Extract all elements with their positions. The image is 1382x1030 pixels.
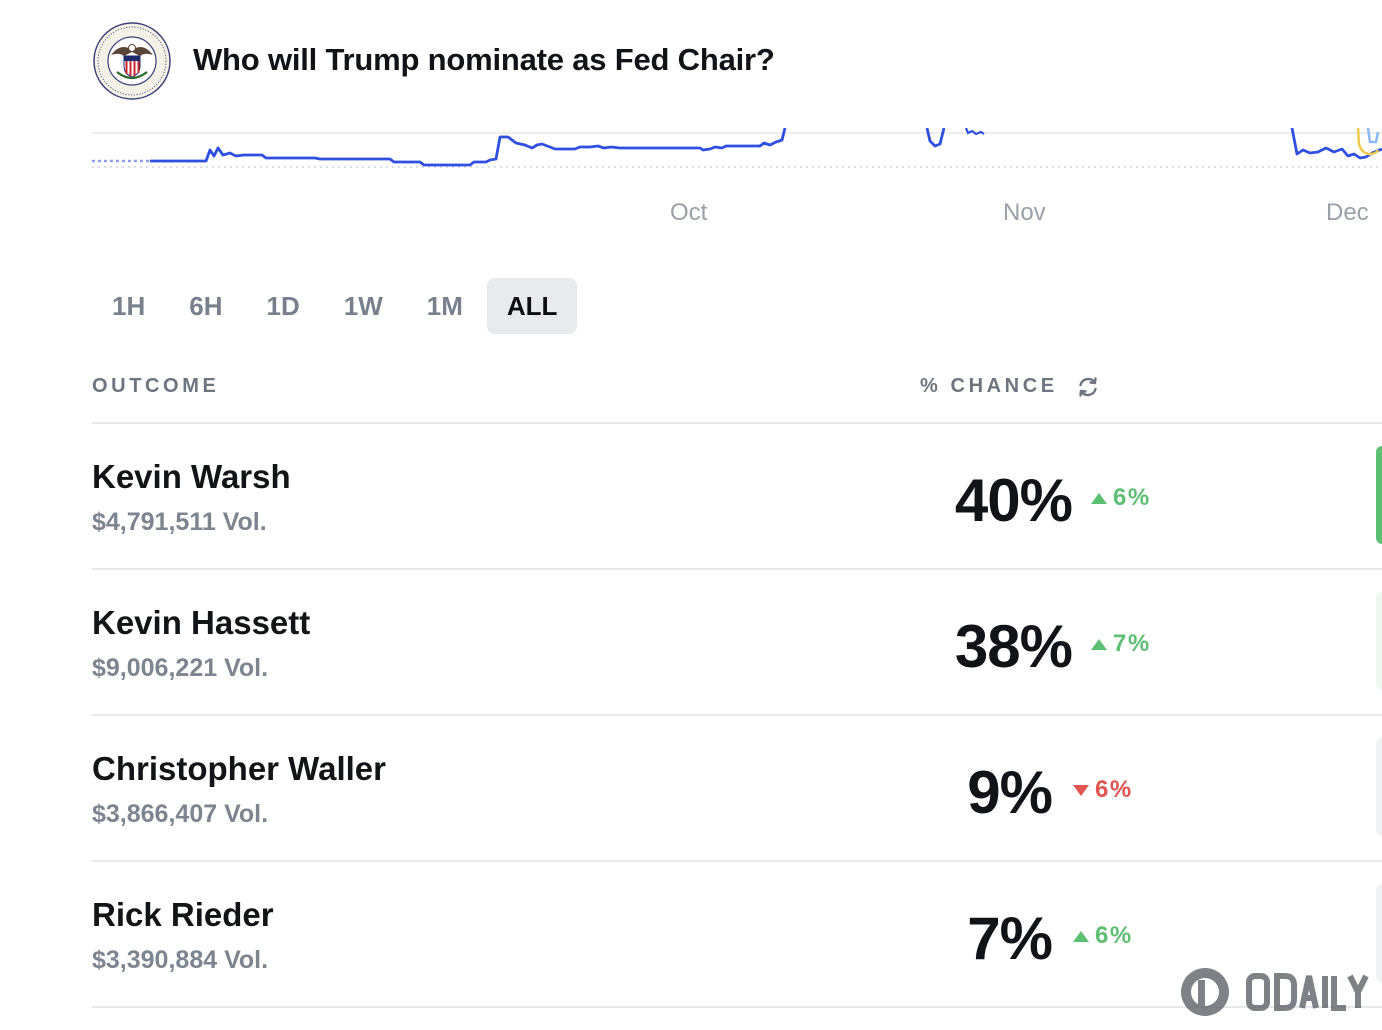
market-header: Who will Trump nominate as Fed Chair? xyxy=(0,0,1382,128)
outcome-chance: 9% xyxy=(967,759,1053,826)
page-title: Who will Trump nominate as Fed Chair? xyxy=(193,42,775,77)
outcome-chance: 38% xyxy=(954,613,1073,680)
chance-change: 6% xyxy=(1073,776,1133,804)
x-tick-nov: Nov xyxy=(1003,199,1046,226)
outcome-chance: 40% xyxy=(954,467,1073,534)
outcome-row-rick-rieder[interactable]: Rick Rieder $3,390,884 Vol. 7% 6% xyxy=(92,862,1382,1006)
table-divider xyxy=(92,422,1382,424)
range-button-1m[interactable]: 1M xyxy=(426,290,463,321)
x-tick-oct: Oct xyxy=(670,199,708,226)
outcome-row-kevin-hassett[interactable]: Kevin Hassett $9,006,221 Vol. 38% 7% xyxy=(92,570,1382,714)
outcome-volume: $3,866,407 Vol. xyxy=(92,800,269,828)
outcome-volume: $9,006,221 Vol. xyxy=(92,654,269,682)
outcome-row-christopher-waller[interactable]: Christopher Waller $3,866,407 Vol. 9% 6% xyxy=(92,716,1382,860)
outcome-accent-bar xyxy=(1376,592,1382,690)
chance-change: 6% xyxy=(1073,922,1133,950)
federal-reserve-seal-icon xyxy=(93,22,171,100)
outcome-name: Kevin Hassett xyxy=(92,604,311,641)
chance-change-value: 6% xyxy=(1113,484,1151,511)
outcome-row-kevin-warsh[interactable]: Kevin Warsh $4,791,511 Vol. 40% 6% xyxy=(92,424,1382,568)
table-divider xyxy=(92,860,1382,862)
chance-change: 6% xyxy=(1091,484,1151,512)
odaily-watermark xyxy=(1178,962,1374,1022)
chance-column-header: % CHANCE xyxy=(920,375,1058,397)
arrow-up-icon xyxy=(1091,638,1107,650)
series-line-nov-2 xyxy=(964,128,985,136)
x-tick-dec: Dec xyxy=(1326,199,1369,226)
outcome-accent-bar xyxy=(1376,446,1382,544)
series-line-dec xyxy=(1290,128,1382,160)
chart-canvas xyxy=(92,128,1382,168)
range-button-1d[interactable]: 1D xyxy=(266,290,300,321)
chance-change-value: 7% xyxy=(1113,630,1151,657)
range-button-6h[interactable]: 6H xyxy=(189,290,223,321)
chance-change-value: 6% xyxy=(1095,776,1133,803)
series-line-yellow xyxy=(1356,128,1380,156)
outcome-accent-bar xyxy=(1376,738,1382,836)
outcome-volume: $3,390,884 Vol. xyxy=(92,946,269,974)
arrow-down-icon xyxy=(1073,784,1089,796)
outcome-name: Kevin Warsh xyxy=(92,458,291,495)
arrow-up-icon xyxy=(1073,930,1089,942)
table-divider xyxy=(92,568,1382,570)
outcome-volume: $4,791,511 Vol. xyxy=(92,508,267,536)
table-divider xyxy=(92,714,1382,716)
time-range-selector: 1H 6H 1D 1W 1M ALL xyxy=(92,278,581,334)
series-line-lightblue xyxy=(1366,128,1380,144)
outcome-name: Christopher Waller xyxy=(92,750,386,787)
table-divider xyxy=(92,1006,1382,1008)
outcome-accent-bar xyxy=(1376,884,1382,982)
outcome-name: Rick Rieder xyxy=(92,896,274,933)
range-button-1h[interactable]: 1H xyxy=(112,290,146,321)
chance-change: 7% xyxy=(1091,630,1151,658)
refresh-icon[interactable] xyxy=(1077,376,1099,398)
chance-change-value: 6% xyxy=(1095,922,1133,949)
range-button-all[interactable]: ALL xyxy=(486,278,578,334)
odaily-logo-icon xyxy=(1181,968,1369,1016)
price-chart[interactable]: Oct Nov Dec xyxy=(0,128,1382,238)
series-line xyxy=(150,128,787,167)
range-button-1w[interactable]: 1W xyxy=(343,290,383,321)
outcome-chance: 7% xyxy=(967,905,1053,972)
arrow-up-icon xyxy=(1091,492,1107,504)
series-line-nov xyxy=(925,128,946,148)
outcome-column-header: OUTCOME xyxy=(92,375,220,397)
